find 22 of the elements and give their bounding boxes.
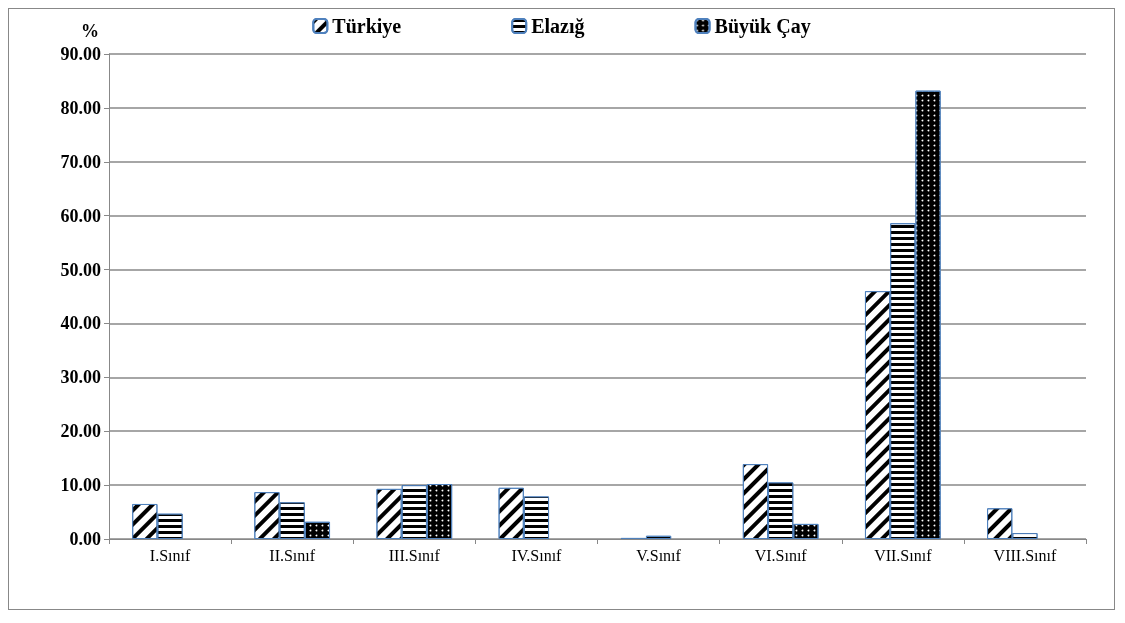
y-tick-label: 90.00 [60, 44, 101, 64]
x-tick-label: III.Sınıf [388, 546, 441, 564]
x-tick-label: VI.Sınıf [754, 546, 808, 564]
x-tick-label: V.Sınıf [636, 546, 682, 564]
legend-label: Elazığ [531, 15, 585, 38]
y-tick-label: 30.00 [60, 367, 101, 388]
y-axis-title: % [81, 21, 99, 41]
y-tick-label: 0.00 [69, 529, 101, 549]
y-tick-label: 50.00 [60, 259, 101, 280]
x-tick-label: I.Sınıf [149, 546, 191, 564]
y-tick-label: 10.00 [60, 475, 101, 496]
y-tick-label: 20.00 [60, 421, 101, 442]
x-tick-label: IV.Sınıf [511, 546, 563, 564]
y-tick-label: 60.00 [60, 205, 101, 226]
x-tick-label: II.Sınıf [269, 546, 316, 564]
legend-label: Büyük Çay [714, 15, 811, 38]
y-tick-label: 40.00 [60, 313, 101, 334]
x-tick-label: VIII.Sınıf [993, 546, 1057, 564]
x-tick-label: VII.Sınıf [874, 546, 933, 564]
y-tick-label: 80.00 [60, 97, 101, 118]
legend-label: Türkiye [332, 15, 402, 38]
y-tick-label: 70.00 [60, 151, 101, 172]
